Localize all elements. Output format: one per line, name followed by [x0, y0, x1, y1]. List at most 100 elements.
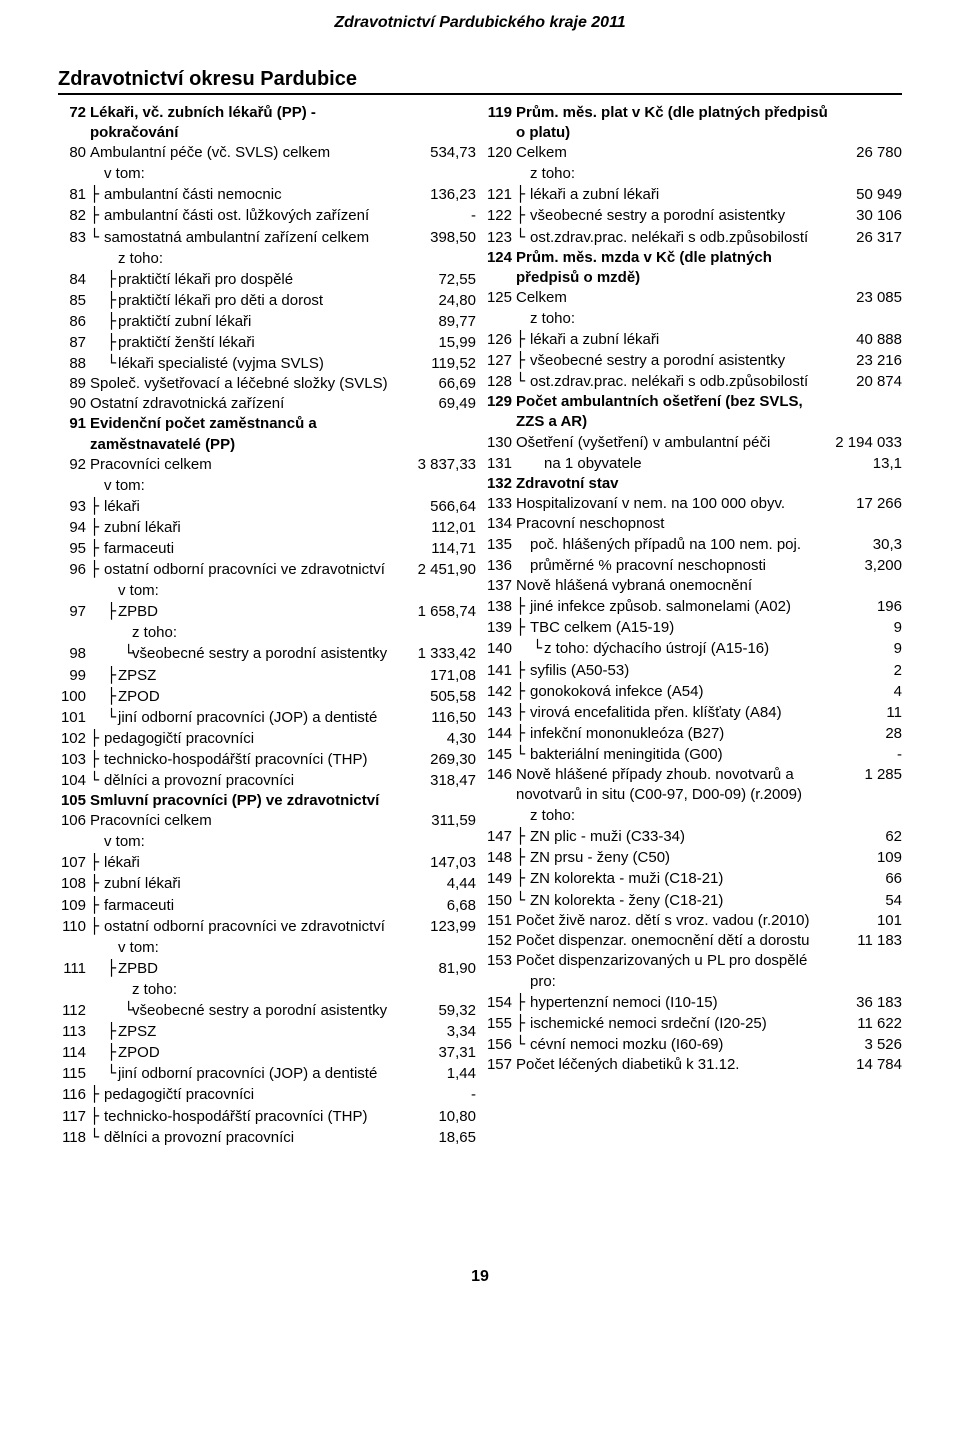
- row-value: 13,1: [834, 454, 902, 474]
- row-value: 311,59: [408, 811, 476, 831]
- row-value: 9: [834, 618, 902, 638]
- tree-indent: [514, 534, 528, 554]
- row-label: na 1 obyvatele: [542, 454, 834, 474]
- row-label: Evidenční počet zaměstnanců a zaměstnava…: [88, 414, 408, 454]
- tree-indent: ├: [88, 496, 102, 516]
- row-label: zubní lékaři: [102, 518, 408, 538]
- tree-indent: ├: [514, 702, 528, 722]
- row-value: 18,65: [408, 1128, 476, 1148]
- table-row: 154├hypertenzní nemoci (I10-15)36 183: [484, 992, 902, 1013]
- row-value: 14 784: [834, 1055, 902, 1075]
- row-label: v tom:: [102, 164, 408, 184]
- table-row: 126├lékaři a zubní lékaři40 888: [484, 329, 902, 350]
- row-label: z toho:: [528, 164, 834, 184]
- row-value: 9: [834, 639, 902, 659]
- row-number: 108: [58, 874, 88, 894]
- table-row: z toho:: [484, 308, 902, 329]
- row-value: 1 333,42: [408, 644, 476, 664]
- row-label: lékaři: [102, 497, 408, 517]
- tree-indent: └: [514, 227, 528, 247]
- row-value: 36 183: [834, 993, 902, 1013]
- tree-indent: ├: [514, 868, 528, 888]
- row-label: ambulantní části nemocnic: [102, 185, 408, 205]
- row-label: Společ. vyšetřovací a léčebné složky (SV…: [88, 374, 408, 394]
- row-number: 114: [58, 1043, 88, 1063]
- tree-indent: [88, 163, 102, 183]
- row-number: 143: [484, 703, 514, 723]
- row-value: 4,30: [408, 729, 476, 749]
- tree-indent: ├: [88, 1042, 116, 1062]
- row-value: -: [834, 745, 902, 765]
- row-label: farmaceuti: [102, 896, 408, 916]
- row-label: ostatní odborní pracovníci ve zdravotnic…: [102, 917, 408, 937]
- row-value: 17 266: [834, 494, 902, 514]
- row-value: 1 658,74: [408, 602, 476, 622]
- tree-indent: [514, 555, 528, 575]
- row-label: Nově hlášená vybraná onemocnění: [514, 576, 834, 596]
- row-value: 2 451,90: [408, 560, 476, 580]
- row-label: technicko-hospodářští pracovníci (THP): [102, 1107, 408, 1127]
- row-value: 4: [834, 682, 902, 702]
- table-row: 98 └všeobecné sestry a porodní asistentk…: [58, 643, 476, 664]
- table-row: 150└ZN kolorekta - ženy (C18-21)54: [484, 890, 902, 911]
- row-label: lékaři a zubní lékaři: [528, 330, 834, 350]
- row-value: 26 317: [834, 228, 902, 248]
- table-row: 97 ├ZPBD1 658,74: [58, 601, 476, 622]
- row-number: 99: [58, 666, 88, 686]
- tree-indent: ├: [514, 617, 528, 637]
- tree-indent: [88, 831, 102, 851]
- row-value: 23 085: [834, 288, 902, 308]
- row-label: praktičtí lékaři pro děti a dorost: [116, 291, 408, 311]
- tree-indent: ├: [514, 1013, 528, 1033]
- table-row: z toho:: [58, 248, 476, 269]
- row-label: ZPSZ: [116, 666, 408, 686]
- row-value: 3,34: [408, 1022, 476, 1042]
- table-row: 143├virová encefalitida přen. klíšťaty (…: [484, 702, 902, 723]
- row-number: 149: [484, 869, 514, 889]
- row-value: 3 837,33: [408, 455, 476, 475]
- table-row: 119Prům. měs. plat v Kč (dle platných př…: [484, 103, 902, 143]
- table-row: 94├zubní lékaři112,01: [58, 517, 476, 538]
- tree-indent: ├: [88, 728, 102, 748]
- row-label: ostatní odborní pracovníci ve zdravotnic…: [102, 560, 408, 580]
- row-value: -: [408, 1085, 476, 1105]
- row-number: 138: [484, 597, 514, 617]
- row-number: 83: [58, 228, 88, 248]
- row-label: praktičtí ženští lékaři: [116, 333, 408, 353]
- table-row: v tom:: [58, 163, 476, 184]
- row-label: pro:: [528, 972, 834, 992]
- table-row: 124Prům. měs. mzda v Kč (dle platných př…: [484, 248, 902, 288]
- table-row: 148├ZN prsu - ženy (C50)109: [484, 847, 902, 868]
- row-number: 90: [58, 394, 88, 414]
- tree-indent: └: [88, 770, 102, 790]
- row-label: Pracovníci celkem: [88, 455, 408, 475]
- row-label: ambulantní části ost. lůžkových zařízení: [102, 206, 408, 226]
- table-row: 136 průměrné % pracovní neschopnosti3,20…: [484, 555, 902, 576]
- row-number: 112: [58, 1001, 88, 1021]
- row-label: z toho:: [116, 249, 408, 269]
- table-row: 141├syfilis (A50-53)2: [484, 660, 902, 681]
- row-label: poč. hlášených případů na 100 nem. poj.: [528, 535, 834, 555]
- row-number: 139: [484, 618, 514, 638]
- row-value: 81,90: [408, 959, 476, 979]
- row-number: 124: [484, 248, 514, 268]
- row-number: 152: [484, 931, 514, 951]
- row-value: 66,69: [408, 374, 476, 394]
- tree-indent: ├: [514, 847, 528, 867]
- table-row: 81├ambulantní části nemocnic136,23: [58, 184, 476, 205]
- row-number: 125: [484, 288, 514, 308]
- row-label: dělníci a provozní pracovníci: [102, 771, 408, 791]
- tree-indent: ├: [88, 269, 116, 289]
- row-number: 118: [58, 1128, 88, 1148]
- row-label: ost.zdrav.prac. nelékaři s odb.způsobilo…: [528, 372, 834, 392]
- tree-indent: [88, 937, 116, 957]
- tree-indent: ├: [514, 681, 528, 701]
- row-value: 40 888: [834, 330, 902, 350]
- table-row: pro:: [484, 971, 902, 992]
- row-number: 116: [58, 1085, 88, 1105]
- row-value: 2 194 033: [834, 433, 902, 453]
- row-number: 101: [58, 708, 88, 728]
- row-label: Hospitalizovaní v nem. na 100 000 obyv.: [514, 494, 834, 514]
- row-value: 269,30: [408, 750, 476, 770]
- table-row: 129Počet ambulantních ošetření (bez SVLS…: [484, 392, 902, 432]
